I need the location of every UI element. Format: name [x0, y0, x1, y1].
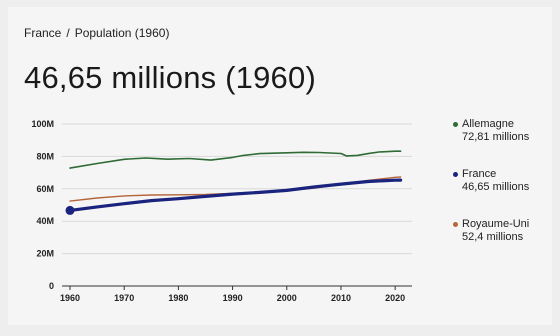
y-tick-label: 0: [49, 281, 54, 291]
y-tick-label: 80M: [36, 151, 54, 161]
series-lines: [68, 150, 403, 212]
legend-series-value: 52,4 millions: [462, 231, 524, 243]
x-tick-label: 2020: [385, 293, 405, 303]
legend-series-name: Allemagne: [462, 118, 514, 130]
highlight-marker: [65, 205, 75, 215]
y-tick-label: 40M: [36, 216, 54, 226]
legend-item-allemagne[interactable]: Allemagne 72,81 millions: [453, 118, 557, 144]
legend-series-name: Royaume-Uni: [462, 218, 530, 230]
legend-series-value: 46,65 millions: [462, 181, 530, 193]
x-axis-ticks: 1960 1970 1980 1990 2000 2010 2020: [60, 286, 405, 303]
series-line-allemagne[interactable]: [69, 150, 402, 169]
breadcrumb-metric: Population (1960): [74, 26, 170, 40]
x-tick-label: 1990: [223, 293, 243, 303]
series-line-france[interactable]: [68, 178, 403, 212]
legend-item-france[interactable]: France 46,65 millions: [453, 168, 557, 194]
legend-dot-icon: [453, 222, 458, 227]
x-tick-label: 2000: [277, 293, 297, 303]
breadcrumb-country[interactable]: France: [24, 26, 62, 40]
breadcrumb-separator: /: [66, 26, 70, 40]
legend-dot-icon: [453, 122, 458, 127]
legend-series-name: France: [462, 168, 497, 180]
y-tick-label: 20M: [36, 249, 54, 259]
grid-lines: [62, 123, 412, 287]
headline-value: 46,65 millions (1960): [24, 60, 316, 95]
breadcrumb: France / Population (1960): [24, 26, 169, 40]
x-tick-label: 2010: [331, 293, 351, 303]
y-tick-label: 100M: [31, 119, 54, 129]
highlight-point[interactable]: [65, 205, 75, 215]
x-tick-label: 1980: [168, 293, 188, 303]
x-tick-label: 1970: [114, 293, 134, 303]
y-tick-label: 60M: [36, 184, 54, 194]
legend-series-value: 72,81 millions: [462, 131, 530, 143]
legend-item-royaume-uni[interactable]: Royaume-Uni 52,4 millions: [453, 218, 557, 244]
legend-dot-icon: [453, 172, 458, 177]
y-axis-ticks: 0 20M 40M 60M 80M 100M: [31, 119, 54, 291]
x-tick-label: 1960: [60, 293, 80, 303]
chart-card: [8, 7, 552, 325]
